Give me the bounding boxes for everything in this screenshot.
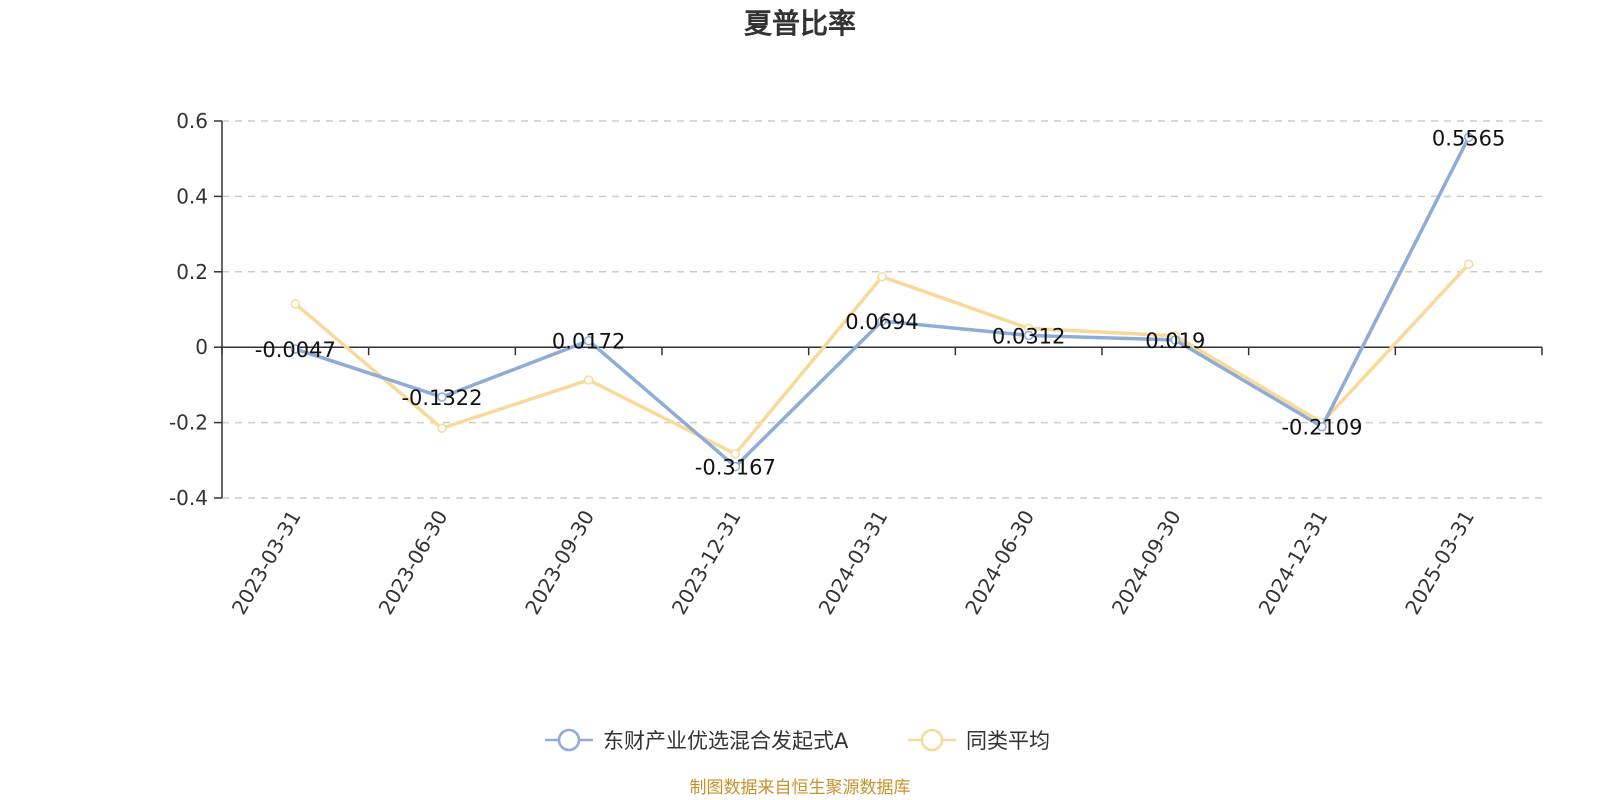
- x-tick-label: 2024-12-31: [1253, 506, 1332, 619]
- y-tick-label: 0.4: [176, 184, 208, 208]
- series-1-point: [583, 375, 594, 385]
- data-label: 0.0172: [552, 330, 625, 354]
- x-tick-label: 2025-03-31: [1400, 506, 1479, 619]
- series-1-point: [730, 449, 741, 459]
- legend-item-1[interactable]: 同类平均: [908, 728, 1050, 753]
- series-1-point: [877, 271, 887, 282]
- x-tick-label: 2023-12-31: [667, 506, 746, 619]
- x-tick-label: 2024-06-30: [960, 506, 1039, 619]
- data-labels: -0.0047 -0.1322 0.0172 -0.3167 0.0694 0.0312 0…: [255, 126, 1506, 479]
- series-0-point: [1170, 335, 1181, 345]
- series-lines: [290, 132, 1474, 472]
- data-label: -0.3167: [695, 456, 776, 480]
- series-0-point: [437, 392, 447, 402]
- series-0-point: [290, 344, 301, 354]
- legend-label: 东财产业优选混合发起式A: [603, 729, 849, 753]
- y-tick-label: 0.2: [176, 260, 208, 284]
- data-label: -0.2109: [1281, 416, 1362, 440]
- legend-swatch-marker: [920, 728, 944, 752]
- axes: 0.6 0.4 0.2 0 -0.2 -0.4 2023-03-31 2023-06-30 20…: [169, 109, 1543, 619]
- x-tick-label: 2024-09-30: [1107, 506, 1186, 619]
- x-tick-label: 2024-03-31: [813, 506, 892, 619]
- chart-title: 夏普比率: [744, 7, 856, 40]
- series-0-point: [583, 335, 594, 346]
- x-tick-label: 2023-06-30: [373, 506, 452, 619]
- y-tick-label: 0: [195, 335, 208, 359]
- legend-label: 同类平均: [966, 729, 1050, 753]
- series-0-point: [1317, 421, 1327, 432]
- series-1-point: [1463, 259, 1474, 270]
- y-tick-label: -0.4: [169, 486, 208, 510]
- data-label: 0.019: [1145, 329, 1205, 353]
- legend[interactable]: 东财产业优选混合发起式A 同类平均: [545, 728, 1050, 753]
- data-label: 0.5565: [1432, 126, 1505, 150]
- series-0-point: [1463, 132, 1474, 143]
- data-label: 0.0694: [845, 310, 918, 334]
- series-1-point: [290, 299, 301, 309]
- series-0-point: [730, 461, 741, 472]
- legend-swatch-marker: [557, 728, 581, 752]
- y-tick-label: 0.6: [176, 109, 208, 133]
- series-1-point: [437, 423, 447, 434]
- data-label: -0.0047: [255, 338, 336, 362]
- series-0-point: [877, 316, 887, 326]
- data-label: 0.0312: [992, 324, 1065, 348]
- legend-item-0[interactable]: 东财产业优选混合发起式A: [545, 728, 849, 753]
- x-tick-label: 2023-03-31: [227, 506, 306, 619]
- x-tick-label: 2023-09-30: [520, 506, 599, 619]
- data-label: -0.1322: [401, 386, 482, 410]
- source-note: 制图数据来自恒生聚源数据库: [690, 778, 911, 798]
- y-tick-label: -0.2: [169, 411, 208, 435]
- series-0-point: [1023, 330, 1034, 341]
